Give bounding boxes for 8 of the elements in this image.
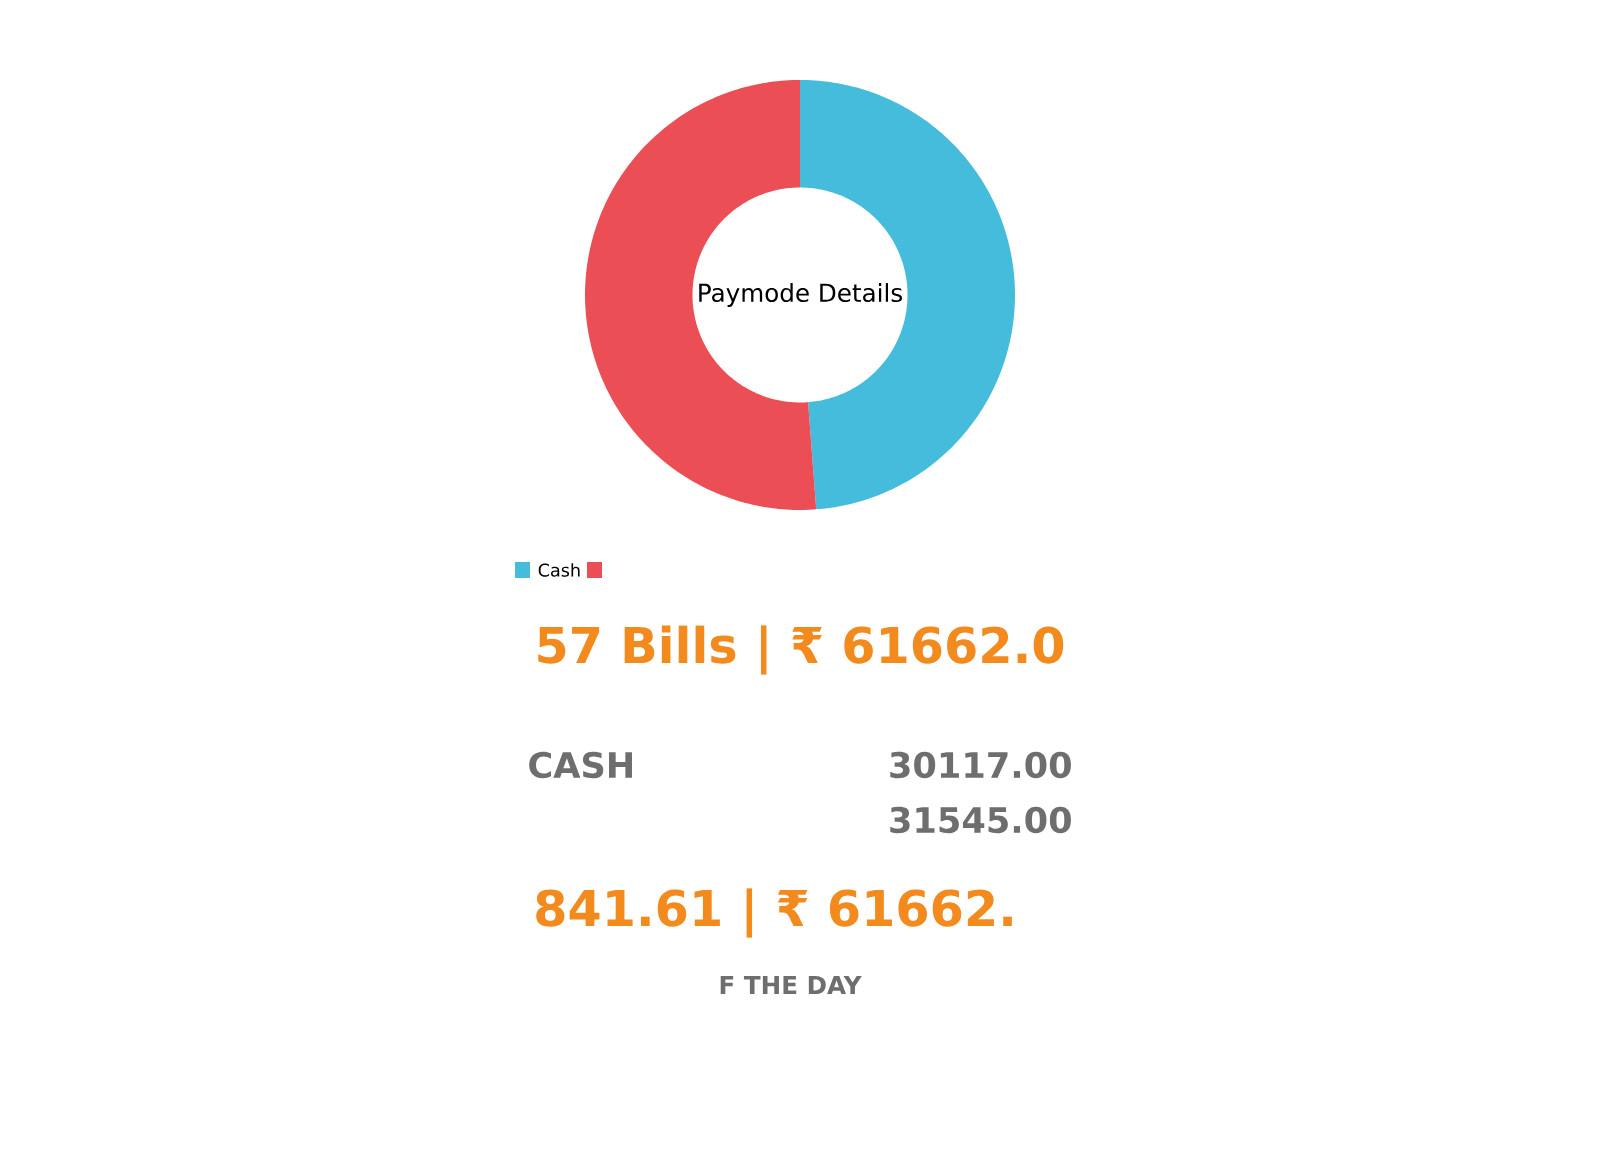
text: CASH — [529, 751, 632, 779]
text: 57 Bills | ₹ 61662.0 — [538, 625, 1064, 675]
text: Paymode Details — [699, 283, 902, 307]
text: F THE DAY — [720, 976, 862, 994]
text: 841.61 | ₹ 61662. — [536, 888, 1012, 938]
text: 31545.00 — [890, 806, 1071, 834]
text: 30117.00 — [890, 751, 1071, 779]
legend-label: Cash — [538, 563, 580, 577]
